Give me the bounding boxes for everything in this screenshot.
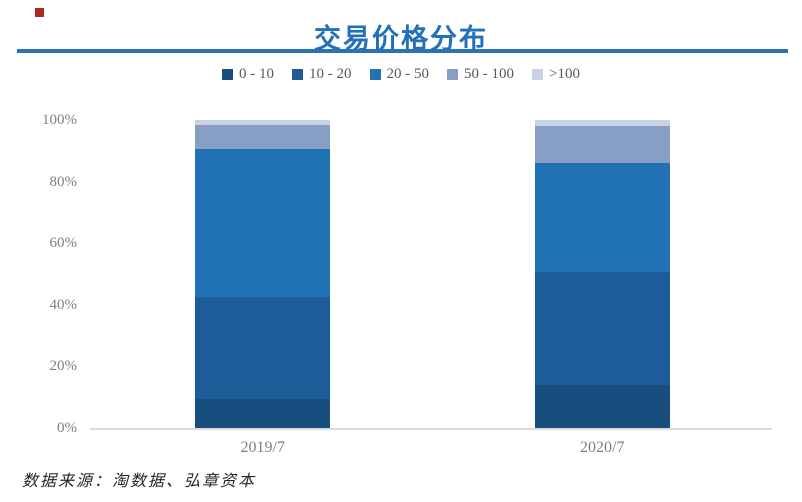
legend-item-0: 0 - 10 xyxy=(222,66,274,83)
legend-item-3: 50 - 100 xyxy=(447,66,514,83)
bar-segment-2019-7-4 xyxy=(195,120,331,125)
y-tick-label: 100% xyxy=(42,112,77,128)
legend-label: 10 - 20 xyxy=(309,66,352,82)
data-source-note: 数据来源：淘数据、弘章资本 xyxy=(22,473,257,490)
bar-segment-2019-7-0 xyxy=(195,398,331,428)
legend-marker-icon xyxy=(369,69,381,80)
bar-segment-2020-7-4 xyxy=(534,120,670,127)
bar-segment-2020-7-2 xyxy=(534,163,670,273)
legend-marker-icon xyxy=(222,69,234,80)
legend-marker-icon xyxy=(532,69,544,80)
title-underline xyxy=(17,49,788,53)
bar-segment-2020-7-0 xyxy=(534,384,670,428)
legend-label: >100 xyxy=(549,66,580,82)
y-tick-label: 40% xyxy=(49,296,78,313)
bar-segment-2019-7-2 xyxy=(195,149,331,298)
y-tick-label: 80% xyxy=(49,173,78,190)
legend-label: 20 - 50 xyxy=(386,66,430,82)
chart-legend: 0 - 10 10 - 20 20 - 50 50 - 100 >100 xyxy=(0,66,802,83)
x-axis-label: 2020/7 xyxy=(580,439,625,456)
legend-item-2: 20 - 50 xyxy=(369,66,430,83)
bar-segment-2019-7-1 xyxy=(195,297,331,399)
legend-label: 50 - 100 xyxy=(464,66,515,82)
x-axis-line xyxy=(90,428,772,430)
bar-segment-2020-7-3 xyxy=(534,126,670,164)
y-tick-label: 60% xyxy=(49,235,78,252)
legend-item-1: 10 - 20 xyxy=(292,66,352,83)
legend-item-4: >100 xyxy=(532,66,580,83)
corner-decoration-square xyxy=(35,8,44,17)
legend-label: 0 - 10 xyxy=(239,66,275,82)
legend-marker-icon xyxy=(292,69,304,80)
y-tick-label: 20% xyxy=(49,358,78,375)
bar-segment-2019-7-3 xyxy=(195,124,331,150)
y-tick-label: 0% xyxy=(57,420,77,436)
x-axis-label: 2019/7 xyxy=(240,439,285,456)
legend-marker-icon xyxy=(447,69,459,80)
y-axis: 0% 20% 40% 60% 80% 100% xyxy=(0,0,77,502)
bar-segment-2020-7-1 xyxy=(534,272,670,385)
